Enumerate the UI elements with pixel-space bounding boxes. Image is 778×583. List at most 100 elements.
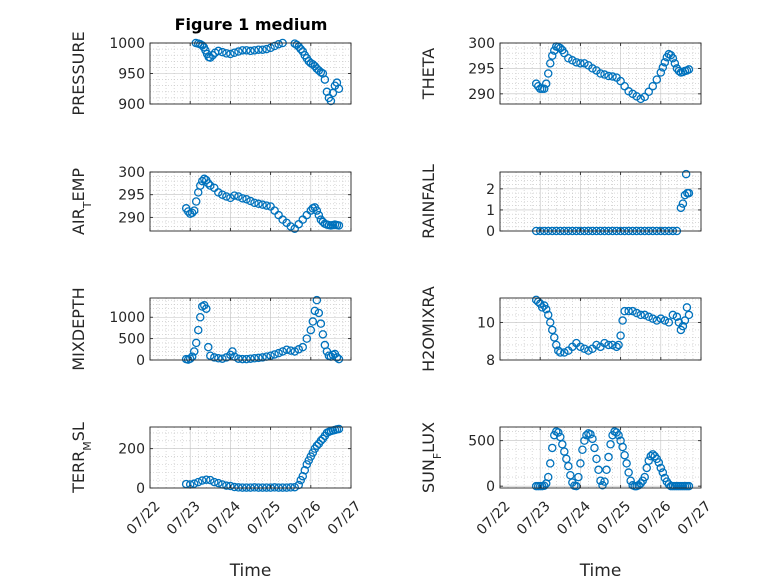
chart-2-data-point bbox=[572, 58, 581, 67]
chart-1-data-point bbox=[218, 47, 227, 57]
chart-5-data-point bbox=[242, 354, 251, 364]
chart-7-axes-box bbox=[149, 426, 352, 489]
chart-8-data-point bbox=[622, 459, 631, 468]
chart-5-data-point bbox=[310, 306, 320, 316]
chart-3-data-point bbox=[314, 210, 324, 220]
chart-5-data-point bbox=[316, 319, 326, 328]
chart-1-data-point bbox=[242, 46, 251, 55]
chart-8-data-point bbox=[624, 468, 633, 477]
chart-8-data-point bbox=[614, 430, 623, 440]
chart-4-rainfall-panel: 0 1 2 RAINFALL bbox=[419, 164, 702, 240]
chart-3-data-point bbox=[195, 181, 205, 190]
chart-2-theta-panel: 290 295 300 THETA bbox=[419, 36, 702, 105]
chart-5-ytick-label: 0 bbox=[136, 353, 145, 369]
chart-7-data-point bbox=[300, 466, 310, 475]
chart-7-plot-area bbox=[150, 427, 351, 488]
chart-6-data-point bbox=[684, 310, 694, 320]
chart-7-data-point bbox=[202, 475, 211, 484]
chart-3-data-point bbox=[312, 206, 322, 215]
chart-7-xlabel: Time bbox=[229, 561, 272, 581]
chart-6-data-point bbox=[546, 318, 555, 327]
chart-5-data-point bbox=[218, 354, 227, 363]
chart-2-data-point bbox=[539, 84, 549, 94]
chart-2-data-point bbox=[652, 75, 662, 84]
chart-6-data-point bbox=[600, 338, 609, 348]
chart-3-air-temp-panel: 290 295 300 AIRTEMP bbox=[69, 165, 352, 235]
chart-6-data-point bbox=[616, 331, 625, 340]
chart-5-data-point bbox=[282, 345, 291, 354]
chart-5-data-point bbox=[286, 346, 295, 355]
chart-4-ylabel: RAINFALL bbox=[419, 164, 438, 239]
chart-5-mixdepth-panel: 0 500 1000 MIXDEPTH bbox=[69, 287, 352, 371]
chart-7-data-point bbox=[214, 478, 223, 488]
chart-8-ylabel-subscript: F bbox=[431, 453, 444, 459]
chart-5-data-point bbox=[274, 348, 283, 358]
chart-3-axes-box bbox=[149, 171, 352, 232]
chart-3-data-point bbox=[204, 179, 213, 188]
chart-5-data-point bbox=[250, 354, 259, 363]
chart-8-data-point bbox=[602, 465, 611, 475]
chart-3-ytick-label: 300 bbox=[118, 165, 145, 181]
chart-6-data-point bbox=[656, 314, 666, 323]
chart-8-data-point bbox=[543, 472, 553, 482]
chart-8-data-point bbox=[600, 477, 609, 486]
chart-6-data-point bbox=[614, 340, 623, 350]
chart-1-data-point bbox=[270, 41, 279, 51]
chart-1-ytick-label: 1000 bbox=[109, 36, 145, 52]
chart-6-data-point bbox=[620, 306, 629, 316]
chart-6-data-point bbox=[556, 348, 565, 357]
chart-2-data-point bbox=[656, 68, 666, 77]
chart-5-data-point bbox=[290, 347, 299, 356]
chart-2-data-point bbox=[531, 79, 541, 88]
chart-1-data-point bbox=[320, 75, 330, 84]
chart-2-data-point bbox=[608, 72, 617, 81]
chart-5-data-point bbox=[306, 325, 316, 335]
chart-5-data-point bbox=[228, 347, 237, 356]
chart-1-ytick-label: 950 bbox=[118, 67, 145, 83]
chart-5-data-point bbox=[206, 351, 215, 360]
chart-3-ylabel-part: AIR bbox=[69, 208, 88, 235]
chart-6-data-point bbox=[664, 318, 674, 327]
chart-5-data-point bbox=[198, 302, 207, 311]
chart-8-data-point bbox=[644, 456, 653, 465]
chart-8-data-point bbox=[640, 472, 649, 482]
chart-5-data-point bbox=[195, 312, 205, 322]
chart-8-data-point bbox=[578, 445, 587, 455]
chart-2-data-point bbox=[670, 59, 680, 68]
chart-6-ylabel: H2OMIXRA bbox=[419, 286, 438, 372]
chart-6-data-point bbox=[552, 340, 561, 350]
chart-2-data-point bbox=[684, 65, 694, 74]
chart-8-data-point bbox=[586, 430, 595, 439]
chart-5-data-point bbox=[308, 317, 318, 326]
chart-6-data-point bbox=[604, 340, 613, 350]
chart-8-data-point bbox=[546, 459, 555, 468]
chart-5-data-point bbox=[278, 347, 287, 356]
chart-7-data-point bbox=[294, 480, 303, 490]
chart-8-data-point bbox=[658, 468, 668, 477]
chart-6-data-point bbox=[668, 310, 678, 320]
chart-6-data-point bbox=[548, 325, 557, 335]
chart-4-ytick-label: 2 bbox=[486, 182, 495, 198]
chart-2-ytick-label: 290 bbox=[468, 87, 495, 103]
chart-8-ylabel-part: LUX bbox=[419, 422, 438, 453]
chart-5-data-point bbox=[334, 354, 344, 364]
chart-7-ylabel: TERRMSL bbox=[69, 422, 94, 494]
chart-5-ylabel: MIXDEPTH bbox=[69, 287, 88, 370]
chart-5-ytick-label: 500 bbox=[118, 332, 145, 348]
chart-8-data-point bbox=[580, 436, 589, 445]
chart-8-data-point bbox=[596, 476, 605, 485]
chart-2-data-point bbox=[541, 79, 551, 88]
chart-5-data-point bbox=[234, 354, 243, 363]
chart-3-data-point bbox=[234, 192, 243, 201]
chart-7-ytick-label: 200 bbox=[118, 442, 145, 458]
chart-6-data-point bbox=[678, 321, 688, 331]
chart-8-ytick-label: 0 bbox=[486, 479, 495, 495]
chart-8-data-point bbox=[606, 440, 615, 449]
chart-1-data-point bbox=[238, 46, 247, 55]
chart-7-data-point bbox=[234, 483, 243, 492]
chart-6-data-point bbox=[640, 310, 649, 320]
chart-3-data-point bbox=[262, 201, 271, 210]
chart-1-data-point bbox=[222, 49, 231, 58]
chart-3-data-point bbox=[334, 221, 344, 230]
